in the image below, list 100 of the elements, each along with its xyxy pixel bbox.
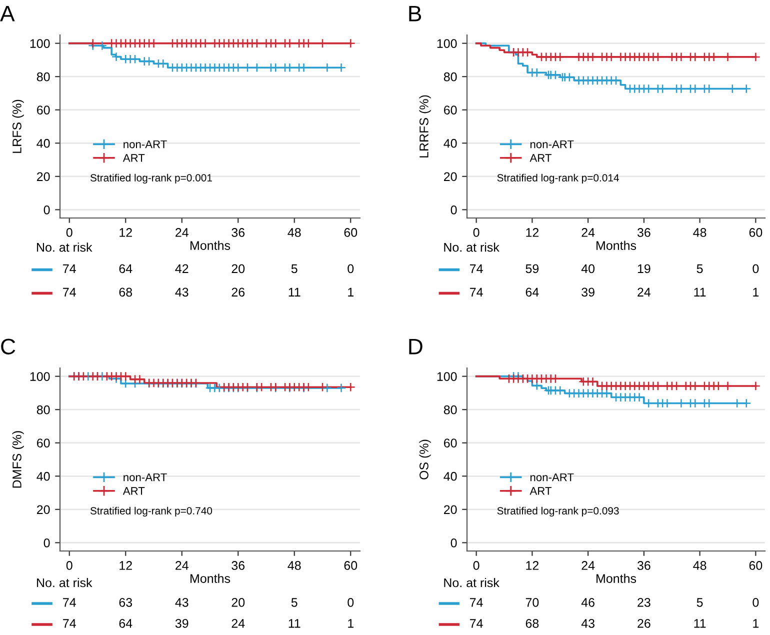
text: 5 <box>696 598 703 607</box>
text: 0 <box>348 598 354 607</box>
text: 26 <box>232 288 245 297</box>
y-tick-label: 100 <box>30 372 50 381</box>
text: 59 <box>526 264 539 274</box>
text: 24 <box>638 288 651 296</box>
x-tick-label: 48 <box>288 228 301 237</box>
legend-label: ART <box>530 487 552 495</box>
text: 64 <box>526 288 539 297</box>
text: 5 <box>696 264 703 274</box>
text: 1 <box>753 619 759 628</box>
text: 11 <box>694 288 706 296</box>
text: 63 <box>119 598 132 607</box>
text: No. at risk <box>37 578 92 588</box>
x-tick-label: 0 <box>66 561 72 570</box>
x-tick-label: 24 <box>582 228 595 237</box>
x-axis-title: Months <box>596 574 636 583</box>
chart-title: B <box>409 6 422 22</box>
x-tick-label: 24 <box>176 561 188 570</box>
y-tick-label: 20 <box>37 172 50 182</box>
legend-label: non-ART <box>124 473 167 482</box>
y-tick-label: 100 <box>437 39 457 48</box>
text: 74 <box>470 264 483 273</box>
y-tick-label: 40 <box>36 138 50 148</box>
x-axis-title: Months <box>190 240 230 250</box>
text: 20 <box>232 598 245 607</box>
legend-label: non-ART <box>530 473 574 482</box>
text: 11 <box>288 288 300 296</box>
chart-title: A <box>0 6 15 22</box>
x-axis-title: Months <box>596 240 636 250</box>
x-tick-label: 12 <box>526 228 539 237</box>
legend-label: ART <box>122 154 145 162</box>
text: 39 <box>175 619 188 628</box>
x-tick-label: 60 <box>344 561 358 570</box>
y-tick-label: 40 <box>444 138 457 148</box>
text: 0 <box>752 264 759 274</box>
legend-label: ART <box>530 154 552 162</box>
text: 42 <box>175 264 188 273</box>
y-tick-label: 40 <box>36 472 50 481</box>
y-tick-label: 40 <box>444 472 457 481</box>
y-tick-label: 80 <box>444 405 457 414</box>
text: 1 <box>348 288 354 296</box>
text: 19 <box>638 264 650 274</box>
text: 74 <box>470 288 483 296</box>
text: 74 <box>63 288 76 296</box>
annotation: Stratified log-rank p=0.014 <box>497 174 619 184</box>
text: 74 <box>63 598 76 607</box>
text: 64 <box>119 619 132 628</box>
x-tick-label: 48 <box>693 561 706 570</box>
y-tick-label: 60 <box>444 438 457 448</box>
annotation: Stratified log-rank p=0.740 <box>90 506 212 517</box>
text: 1 <box>753 288 759 296</box>
y-tick-label: 80 <box>36 405 50 414</box>
x-tick-label: 36 <box>637 228 650 237</box>
text: 40 <box>581 264 595 274</box>
y-tick-label: 60 <box>37 438 50 448</box>
y-tick-label: 80 <box>36 72 50 82</box>
x-tick-label: 12 <box>120 561 132 570</box>
y-axis-title: OS (%) <box>419 440 431 480</box>
chart-title: D <box>409 338 422 354</box>
text: 24 <box>232 619 245 628</box>
text: No. at risk <box>37 242 92 252</box>
y-tick-label: 0 <box>44 205 50 214</box>
y-tick-label: 0 <box>450 538 457 548</box>
x-tick-label: 12 <box>526 561 539 570</box>
y-tick-label: 20 <box>444 172 457 182</box>
text: No. at risk <box>444 578 500 588</box>
x-tick-label: 0 <box>66 228 72 237</box>
chart-title: C <box>1 338 16 354</box>
x-tick-label: 48 <box>693 228 706 237</box>
x-tick-label: 0 <box>473 561 480 570</box>
y-tick-label: 20 <box>37 505 50 514</box>
legend-label: non-ART <box>124 140 167 148</box>
text: 46 <box>581 598 594 607</box>
x-tick-label: 60 <box>749 228 762 237</box>
text: 74 <box>63 264 76 273</box>
y-axis-title: DMFS (%) <box>12 431 24 488</box>
text: 23 <box>638 598 650 607</box>
text: 0 <box>752 598 759 607</box>
y-tick-label: 60 <box>37 106 50 115</box>
y-tick-label: 100 <box>30 39 50 48</box>
text: 43 <box>581 619 594 628</box>
legend-label: non-ART <box>530 140 574 148</box>
x-tick-label: 48 <box>288 561 301 570</box>
y-axis-title: LRFS (%) <box>12 100 24 153</box>
x-tick-label: 12 <box>120 228 132 237</box>
legend-label: ART <box>122 487 145 495</box>
text: 5 <box>291 264 298 274</box>
text: 70 <box>526 598 539 607</box>
y-tick-label: 0 <box>450 205 457 214</box>
x-tick-label: 36 <box>232 228 245 237</box>
x-tick-label: 36 <box>637 561 650 570</box>
x-tick-label: 0 <box>473 228 480 237</box>
y-tick-label: 80 <box>444 72 457 82</box>
text: 74 <box>63 619 76 628</box>
text: 43 <box>175 598 188 607</box>
x-tick-label: 60 <box>344 228 358 237</box>
text: 11 <box>288 619 300 628</box>
x-tick-label: 24 <box>582 561 595 570</box>
y-tick-label: 20 <box>444 505 457 514</box>
